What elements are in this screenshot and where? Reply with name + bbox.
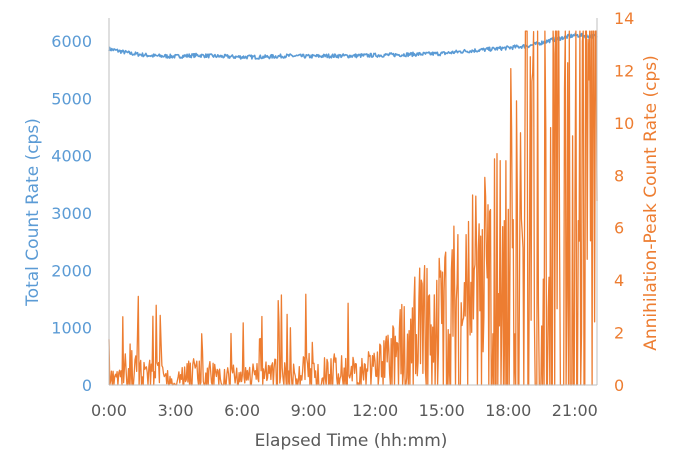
y-right-tick-label: 4 — [614, 271, 624, 290]
x-tick-label: 6:00 — [224, 401, 260, 420]
y-right-tick-label: 2 — [614, 324, 624, 343]
y-left-tick-label: 6000 — [51, 32, 92, 51]
y-right-tick-label: 12 — [614, 61, 634, 80]
y-left-tick-label: 5000 — [51, 89, 92, 108]
x-tick-label: 9:00 — [291, 401, 327, 420]
y-axis-right-title: Annihilation-Peak Count Rate (cps) — [641, 55, 661, 351]
y-left-tick-label: 0 — [82, 376, 92, 395]
y-right-tick-label: 0 — [614, 376, 624, 395]
annihilation-series-line — [108, 30, 598, 386]
x-tick-label: 0:00 — [91, 401, 127, 420]
y-left-tick-label: 3000 — [51, 204, 92, 223]
x-axis-title: Elapsed Time (hh:mm) — [255, 431, 448, 451]
y-left-tick-label: 2000 — [51, 261, 92, 280]
x-tick-label: 3:00 — [158, 401, 194, 420]
x-tick-label: 21:00 — [552, 401, 598, 420]
x-tick-label: 18:00 — [485, 401, 531, 420]
x-tick-label: 15:00 — [419, 401, 465, 420]
y-left-tick-label: 1000 — [51, 319, 92, 338]
y-axis-left-title: Total Count Rate (cps) — [23, 118, 43, 307]
y-right-tick-label: 10 — [614, 114, 634, 133]
plot-lines — [108, 30, 598, 386]
y-left-tick-label: 4000 — [51, 147, 92, 166]
tick-labels: 0:00 3:00 6:00 9:00 12:00 15:00 18:00 21:000100… — [51, 9, 634, 420]
axes — [108, 18, 598, 386]
total-series-line — [108, 32, 598, 60]
y-right-tick-label: 6 — [614, 219, 624, 238]
y-right-tick-label: 14 — [614, 9, 634, 28]
y-right-tick-label: 8 — [614, 166, 624, 185]
x-tick-label: 12:00 — [352, 401, 398, 420]
